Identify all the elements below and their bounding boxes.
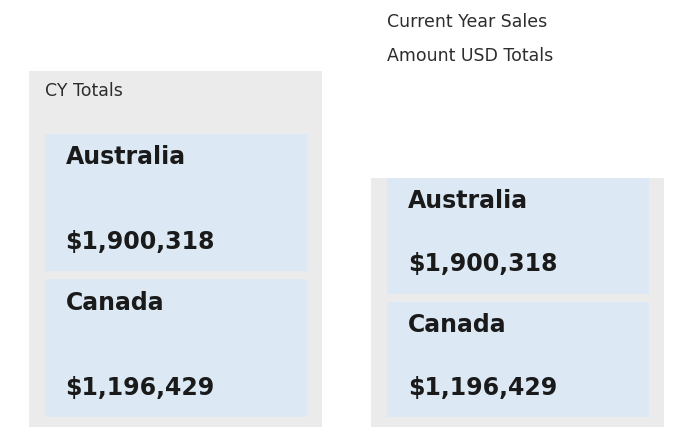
Text: Canada: Canada <box>66 291 164 315</box>
Text: Australia: Australia <box>408 189 528 213</box>
Text: $1,196,429: $1,196,429 <box>66 376 215 400</box>
Text: Canada: Canada <box>408 313 506 337</box>
Text: $1,900,318: $1,900,318 <box>408 252 557 276</box>
Text: $1,900,318: $1,900,318 <box>66 230 215 254</box>
FancyBboxPatch shape <box>45 279 307 417</box>
Text: $1,196,429: $1,196,429 <box>408 376 557 400</box>
Text: Current Year Sales: Current Year Sales <box>387 13 547 31</box>
FancyBboxPatch shape <box>387 302 649 417</box>
Text: Australia: Australia <box>66 145 186 169</box>
FancyBboxPatch shape <box>387 178 649 294</box>
FancyBboxPatch shape <box>45 134 307 271</box>
Text: Amount USD Totals: Amount USD Totals <box>387 47 553 65</box>
Text: CY Totals: CY Totals <box>45 82 123 100</box>
FancyBboxPatch shape <box>371 178 664 427</box>
FancyBboxPatch shape <box>29 71 322 427</box>
